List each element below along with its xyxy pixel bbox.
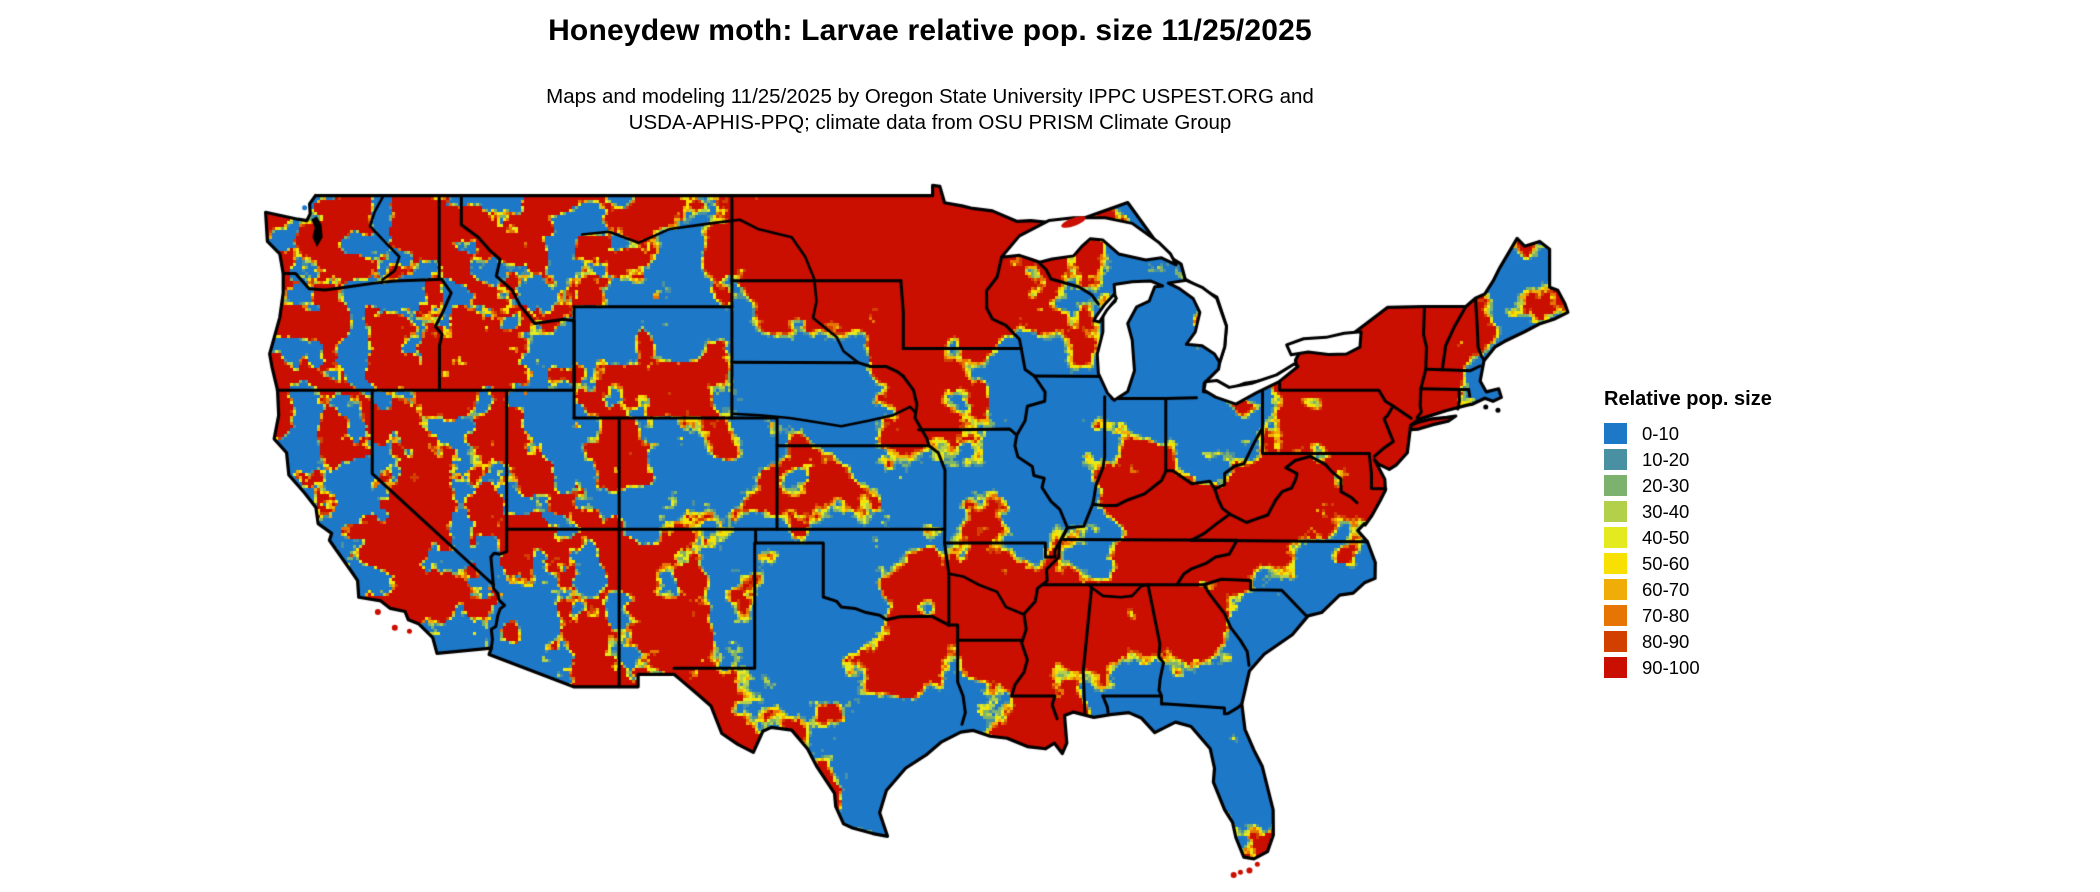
subtitle-line-1: Maps and modeling 11/25/2025 by Oregon S… bbox=[546, 85, 1314, 108]
legend-swatch-10-20 bbox=[1604, 449, 1627, 470]
us-map bbox=[200, 140, 1580, 887]
page-subtitle: Maps and modeling 11/25/2025 by Oregon S… bbox=[0, 84, 1860, 136]
legend-swatch-80-90 bbox=[1604, 631, 1627, 652]
legend-item: 10-20 bbox=[1604, 449, 1904, 470]
legend-label: 0-10 bbox=[1642, 423, 1680, 444]
legend-label: 10-20 bbox=[1642, 449, 1690, 470]
legend-item: 90-100 bbox=[1604, 657, 1904, 678]
subtitle-line-2: USDA-APHIS-PPQ; climate data from OSU PR… bbox=[628, 111, 1232, 134]
legend-item: 40-50 bbox=[1604, 527, 1904, 548]
legend-label: 20-30 bbox=[1642, 475, 1690, 496]
legend-item: 60-70 bbox=[1604, 579, 1904, 600]
legend-item: 20-30 bbox=[1604, 475, 1904, 496]
legend: Relative pop. size 0-10 10-20 20-30 30-40 40… bbox=[1604, 388, 1904, 683]
legend-item: 70-80 bbox=[1604, 605, 1904, 626]
legend-title: Relative pop. size bbox=[1604, 388, 1772, 410]
legend-swatch-30-40 bbox=[1604, 501, 1627, 522]
legend-swatch-60-70 bbox=[1604, 579, 1627, 600]
legend-swatch-90-100 bbox=[1604, 657, 1627, 678]
legend-item: 30-40 bbox=[1604, 501, 1904, 522]
legend-label: 60-70 bbox=[1642, 579, 1690, 600]
page-title: Honeydew moth: Larvae relative pop. size… bbox=[548, 14, 1312, 47]
legend-label: 80-90 bbox=[1642, 631, 1690, 652]
legend-item: 50-60 bbox=[1604, 553, 1904, 574]
legend-swatch-20-30 bbox=[1604, 475, 1627, 496]
legend-label: 50-60 bbox=[1642, 553, 1690, 574]
legend-label: 40-50 bbox=[1642, 527, 1690, 548]
legend-label: 70-80 bbox=[1642, 605, 1690, 626]
legend-item: 0-10 bbox=[1604, 423, 1904, 444]
legend-swatch-0-10 bbox=[1604, 423, 1627, 444]
us-population-raster-map bbox=[200, 140, 1580, 887]
legend-item: 80-90 bbox=[1604, 631, 1904, 652]
legend-swatch-40-50 bbox=[1604, 527, 1627, 548]
legend-label: 30-40 bbox=[1642, 501, 1690, 522]
legend-label: 90-100 bbox=[1642, 657, 1700, 678]
legend-rows: 0-10 10-20 20-30 30-40 40-50 50-60 60-70 70-80 8… bbox=[1604, 423, 1904, 678]
legend-swatch-50-60 bbox=[1604, 553, 1627, 574]
legend-swatch-70-80 bbox=[1604, 605, 1627, 626]
